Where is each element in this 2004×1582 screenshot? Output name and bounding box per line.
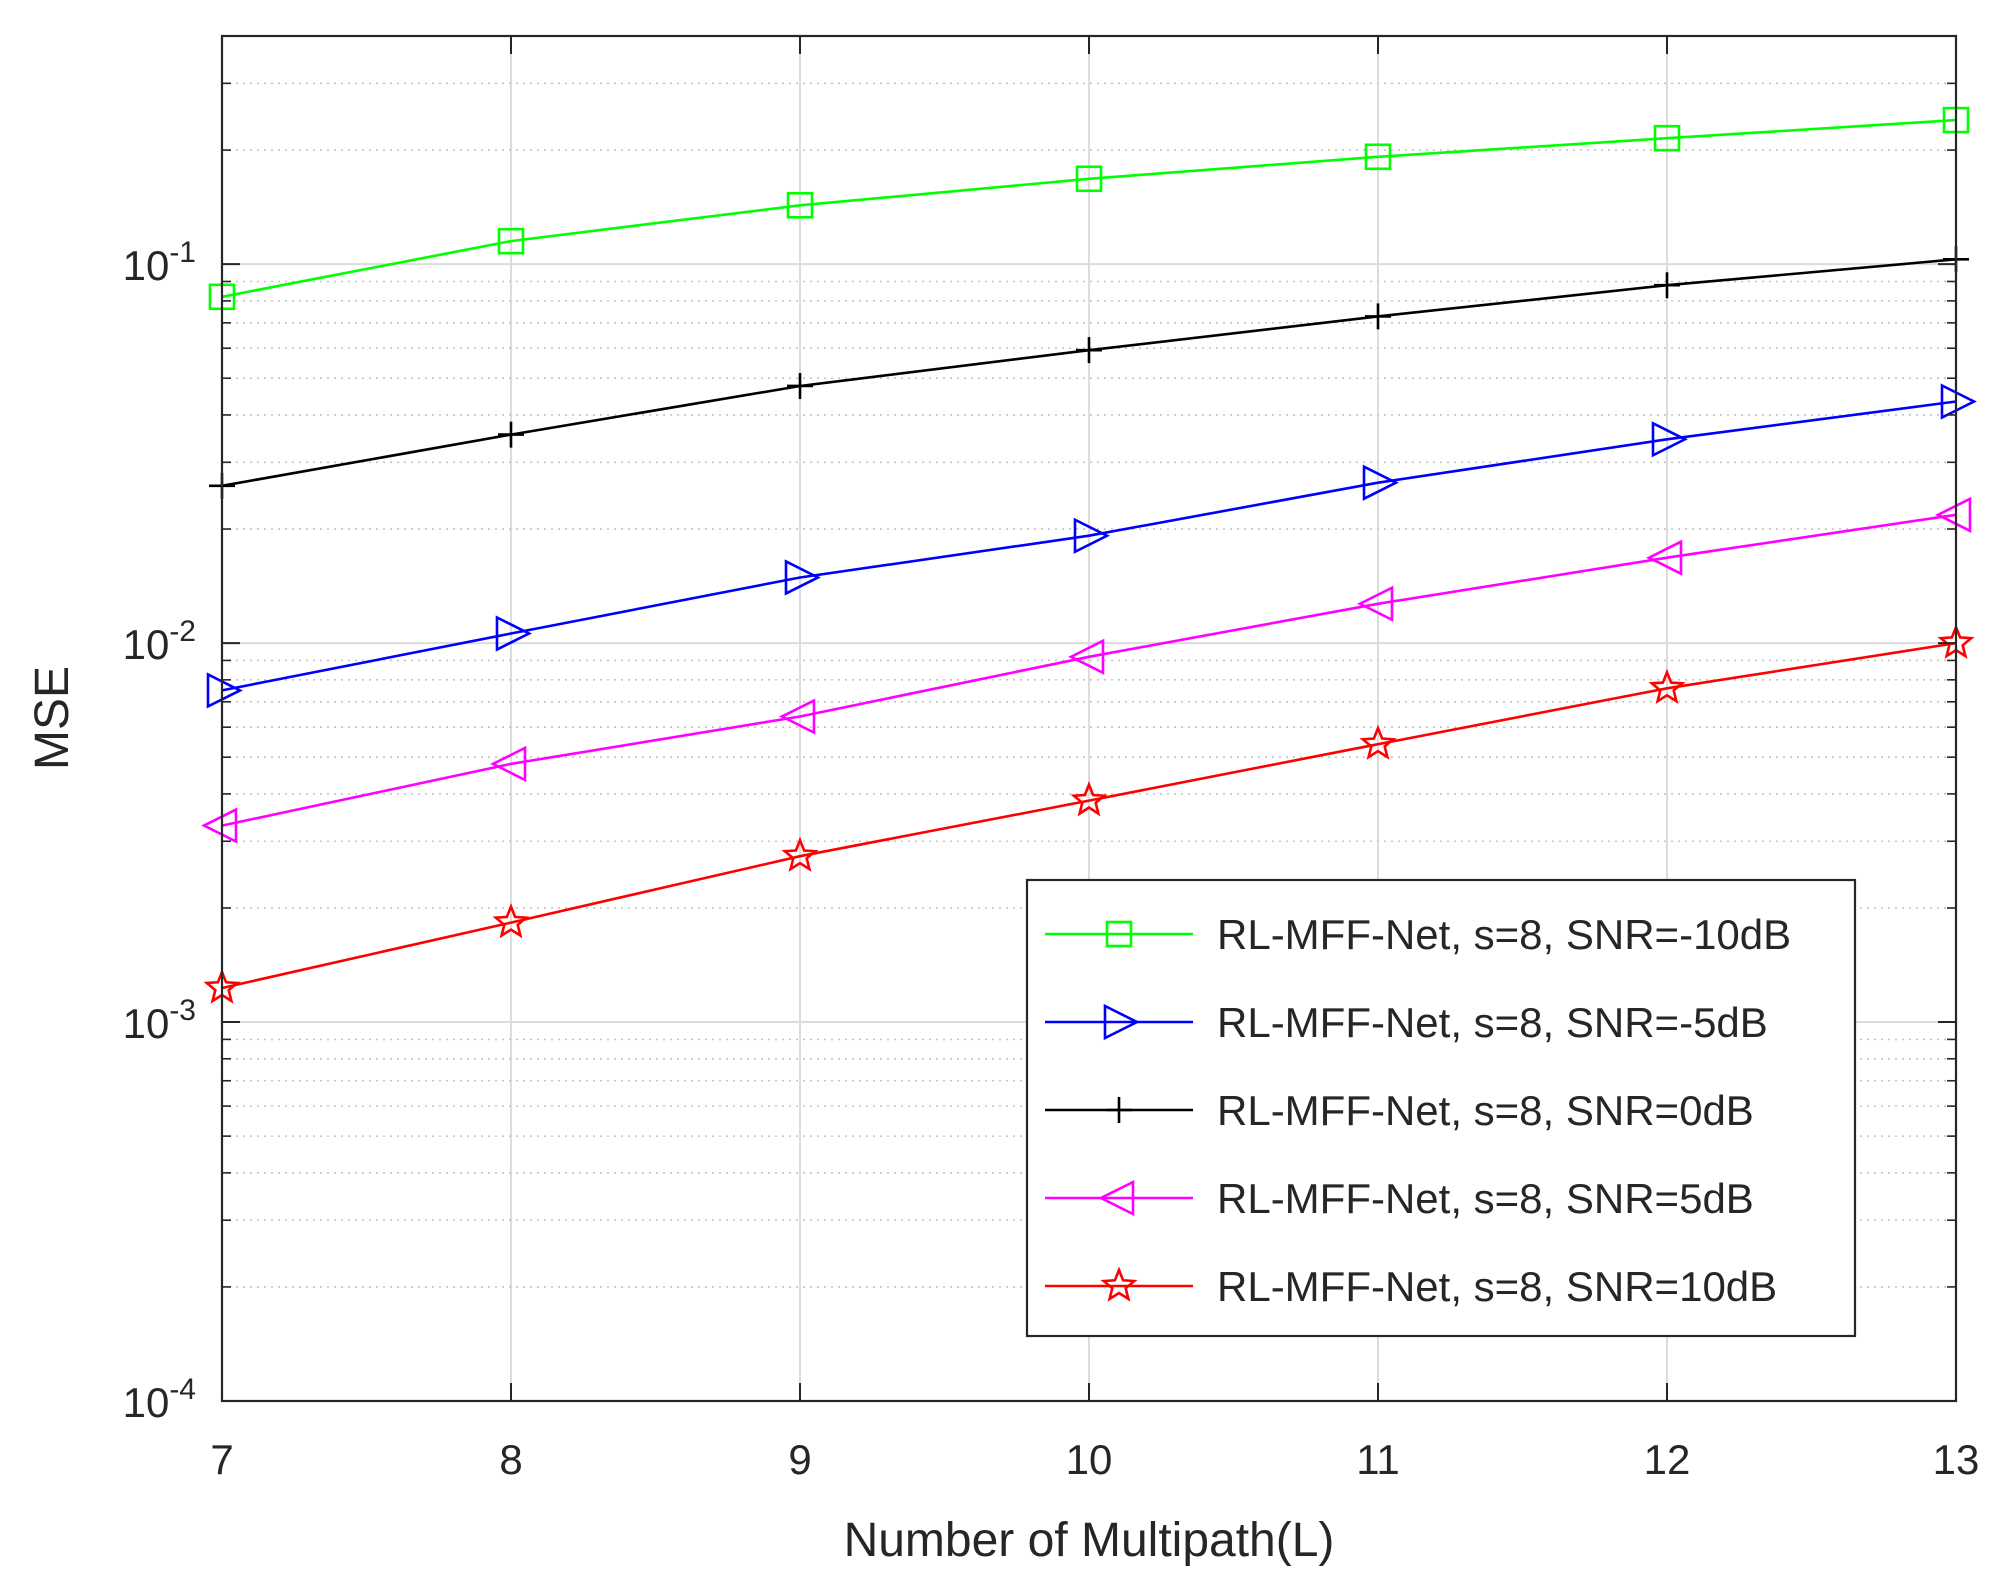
square-marker xyxy=(497,227,525,255)
y-tick-label: 10-2 xyxy=(123,615,196,668)
series-line xyxy=(221,513,1957,827)
triangle-right-marker xyxy=(1103,1003,1140,1041)
series-line xyxy=(221,118,1957,299)
star-marker xyxy=(1359,724,1397,760)
legend-item: RL-MFF-Net, s=8, SNR=10dB xyxy=(1045,1263,1777,1310)
legend-item: RL-MFF-Net, s=8, SNR=-10dB xyxy=(1045,911,1791,958)
series-triangle-right xyxy=(206,383,1977,709)
plus-marker xyxy=(498,421,524,448)
triangle-left-marker xyxy=(1098,1179,1135,1217)
triangle-left-marker xyxy=(1068,638,1105,675)
series-triangle-left xyxy=(201,496,1972,844)
star-marker xyxy=(781,836,819,872)
triangle-left-marker xyxy=(1357,585,1394,622)
square-marker xyxy=(1653,124,1681,152)
plus-marker xyxy=(1654,272,1680,299)
legend-label: RL-MFF-Net, s=8, SNR=10dB xyxy=(1217,1263,1777,1310)
star-marker xyxy=(1648,668,1686,705)
legend: RL-MFF-Net, s=8, SNR=-10dB RL-MFF-Net, s=… xyxy=(1025,878,1857,1338)
square-marker xyxy=(1364,143,1392,171)
legend-item: RL-MFF-Net, s=8, SNR=-5dB xyxy=(1045,999,1768,1046)
series-line xyxy=(221,400,1957,692)
triangle-left-marker xyxy=(1935,496,1972,533)
triangle-right-marker xyxy=(784,559,821,596)
ticks: 10-4 10-3 10-2 10-1 7 8 9 10 11 12 13 xyxy=(123,35,1980,1483)
y-tick-label: 10-4 xyxy=(123,1373,196,1426)
square-marker xyxy=(1075,165,1103,193)
y-tick-label: 10-3 xyxy=(123,994,196,1047)
plus-marker xyxy=(1365,303,1391,330)
triangle-right-marker xyxy=(495,615,532,652)
x-tick-label: 11 xyxy=(1356,1436,1400,1483)
triangle-right-marker xyxy=(1651,421,1688,458)
x-tick-label: 10 xyxy=(1066,1436,1113,1483)
legend-label: RL-MFF-Net, s=8, SNR=-10dB xyxy=(1217,911,1791,958)
square-marker xyxy=(786,191,814,219)
series-layer xyxy=(201,106,1977,1004)
legend-item: RL-MFF-Net, s=8, SNR=5dB xyxy=(1045,1175,1754,1222)
plus-marker xyxy=(1106,1097,1132,1123)
triangle-right-marker xyxy=(1073,517,1110,554)
star-marker xyxy=(492,903,530,939)
x-tick-label: 13 xyxy=(1933,1436,1980,1483)
triangle-right-marker xyxy=(206,672,243,709)
x-axis-label: Number of Multipath(L) xyxy=(844,1514,1335,1567)
legend-label: RL-MFF-Net, s=8, SNR=5dB xyxy=(1217,1175,1754,1222)
legend-label: RL-MFF-Net, s=8, SNR=-5dB xyxy=(1217,999,1768,1046)
star-marker xyxy=(1070,781,1108,817)
y-axis-label: MSE xyxy=(26,666,79,770)
x-tick-label: 8 xyxy=(499,1436,522,1483)
legend-item: RL-MFF-Net, s=8, SNR=0dB xyxy=(1045,1087,1754,1134)
x-tick-label: 12 xyxy=(1644,1436,1691,1483)
square-marker xyxy=(1105,920,1133,948)
y-tick-label: 10-1 xyxy=(123,236,196,289)
star-marker xyxy=(1100,1266,1138,1302)
x-tick-label: 7 xyxy=(210,1436,233,1483)
legend-box xyxy=(1025,878,1857,1338)
series-plus xyxy=(209,246,1969,499)
triangle-left-marker xyxy=(779,698,816,735)
x-tick-label: 9 xyxy=(788,1436,811,1483)
series-line xyxy=(221,641,1957,990)
plus-marker xyxy=(1076,337,1102,364)
triangle-left-marker xyxy=(201,807,238,844)
triangle-right-marker xyxy=(1362,464,1399,501)
triangle-right-marker xyxy=(1940,383,1977,420)
triangle-left-marker xyxy=(490,745,527,782)
plus-marker xyxy=(787,372,813,399)
legend-label: RL-MFF-Net, s=8, SNR=0dB xyxy=(1217,1087,1754,1134)
triangle-left-marker xyxy=(1646,539,1683,576)
